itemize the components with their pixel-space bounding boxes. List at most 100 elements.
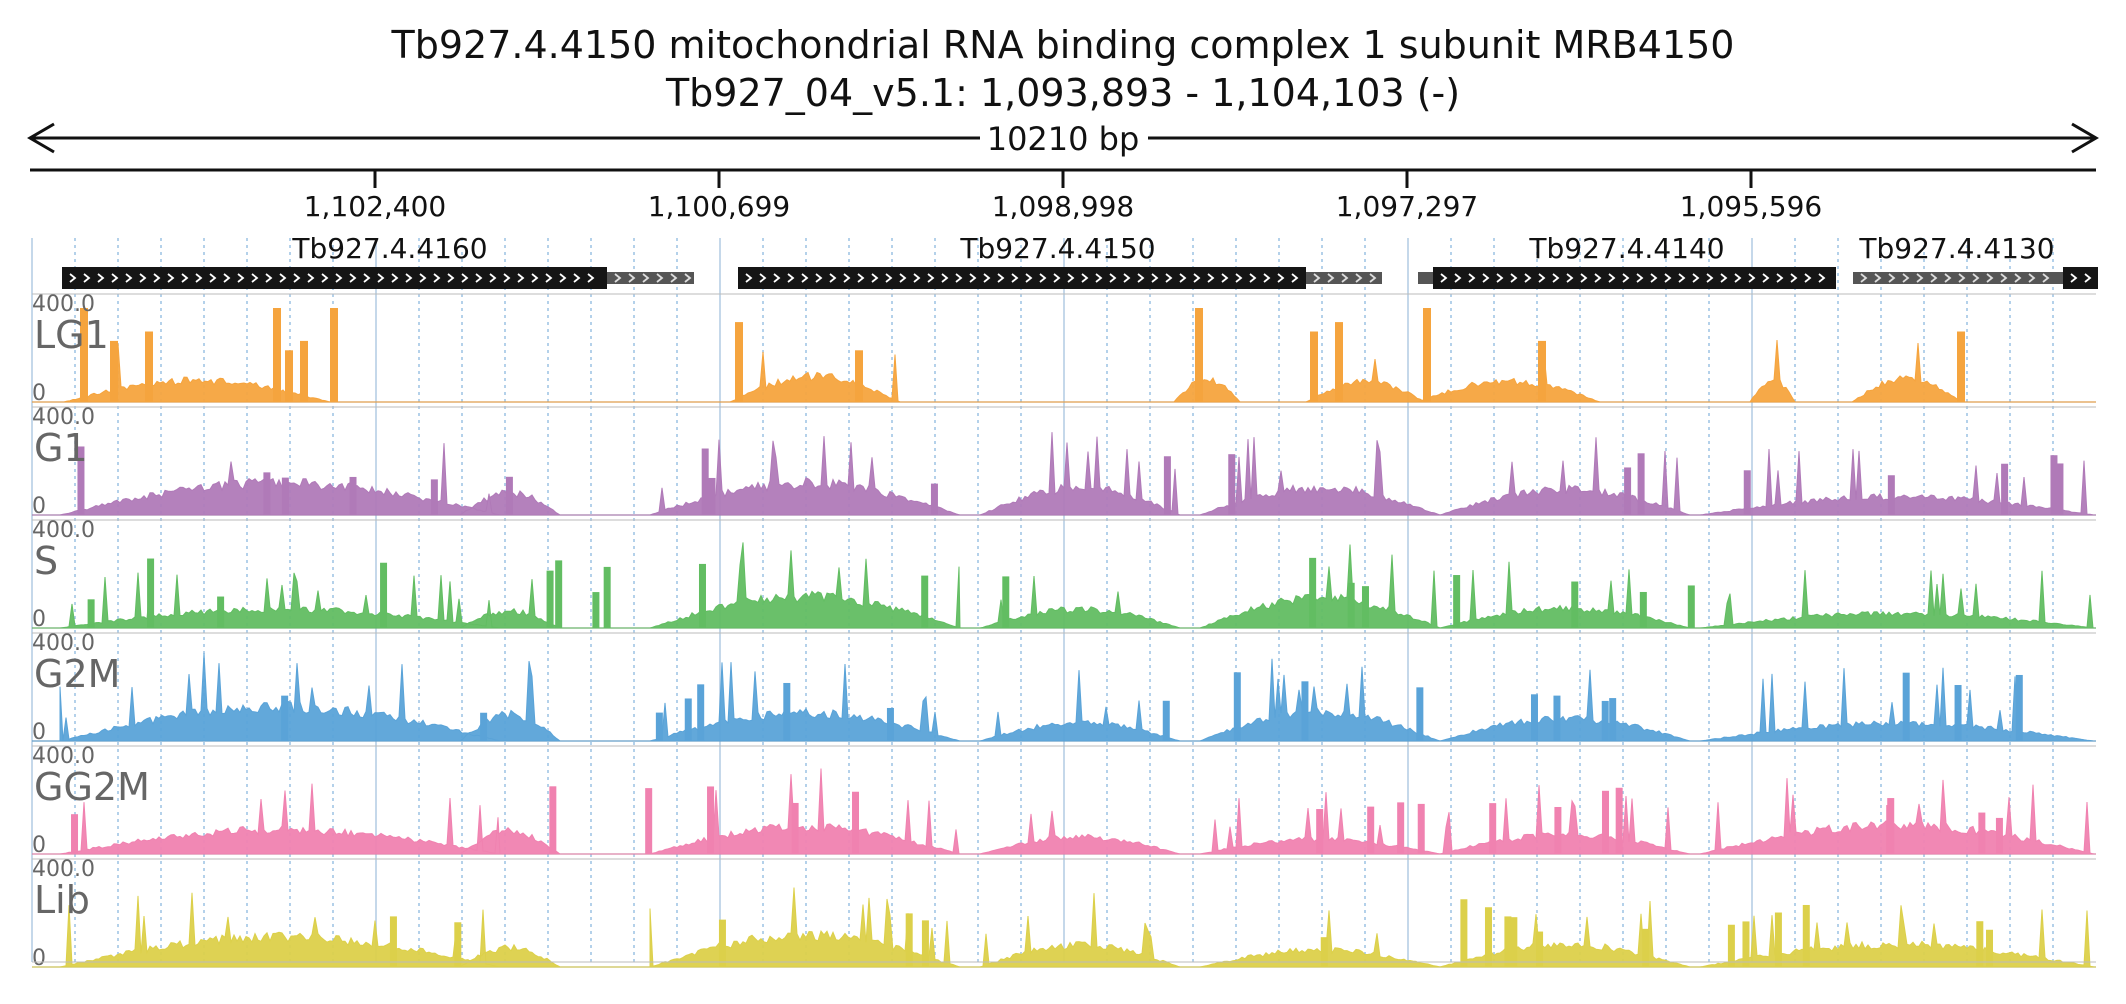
coverage-spike	[1423, 308, 1431, 402]
track-max-label: 400.0	[32, 744, 95, 769]
coverage-spike	[1954, 685, 1962, 741]
coverage-spike	[145, 331, 153, 402]
coverage-spike	[1553, 695, 1561, 741]
coverage-spike	[684, 698, 692, 741]
track-s: 400.0S 0	[32, 518, 2096, 632]
coverage-spike	[1347, 582, 1355, 628]
coverage-spike	[281, 695, 289, 741]
track-name: G1	[34, 426, 88, 470]
track-min-label: 0	[32, 946, 46, 971]
coverage-spike	[1510, 917, 1518, 967]
ruler-tick-label: 1,100,699	[648, 190, 791, 223]
coverage-spike	[1301, 681, 1309, 741]
coverage-spike	[1460, 899, 1468, 967]
gene-label: Tb927.4.4140	[1528, 232, 1724, 265]
track-name: S	[34, 539, 58, 583]
coverage-spike	[1484, 907, 1492, 967]
gene-model[interactable]: Tb927.4.4140	[1418, 232, 1836, 289]
ruler-tick-label: 1,098,998	[992, 190, 1135, 223]
span-arrow: 10210 bp	[27, 120, 2099, 158]
coverage-spike	[1995, 817, 2003, 854]
track-max-label: 400.0	[32, 405, 95, 430]
coverage-spike	[1637, 453, 1645, 515]
coverage-spike	[505, 476, 513, 515]
coverage-spike	[71, 814, 79, 854]
coverage-spike	[1195, 308, 1203, 402]
coverage-area	[32, 432, 2096, 516]
track-max-label: 400.0	[32, 857, 95, 882]
coverage-spike	[1727, 924, 1735, 967]
gene-label: Tb927.4.4130	[1858, 232, 2054, 265]
coverage-tracks: 400.0LG10400.0G10400.0S0400.0G2M0400.0GG…	[32, 292, 2096, 971]
coverage-spike	[2056, 463, 2064, 515]
coverage-spike	[707, 786, 715, 854]
coverage-spike	[1416, 687, 1424, 741]
gene-model[interactable]: Tb927.4.4150	[738, 232, 1382, 289]
track-name: Lib	[34, 878, 90, 922]
coverage-spike	[555, 560, 563, 628]
track-min-label: 0	[32, 720, 46, 745]
coverage-spike	[80, 308, 88, 402]
coverage-spike	[1802, 904, 1810, 967]
gene-model[interactable]: Tb927.4.4130	[1853, 232, 2098, 289]
coverage-spike	[701, 448, 709, 515]
coverage-spike	[1571, 581, 1579, 628]
coverage-spike	[1367, 806, 1375, 854]
track-name: G2M	[34, 652, 120, 696]
coverage-spike	[1228, 454, 1236, 515]
coverage-spike	[1986, 929, 1994, 967]
coverage-spike	[330, 308, 338, 402]
coverage-spike	[349, 476, 357, 515]
coverage-spike	[281, 477, 289, 515]
track-max-label: 400.0	[32, 518, 95, 543]
coverage-spike	[110, 340, 118, 402]
coverage-spike	[1639, 591, 1647, 628]
ruler-tick-label: 1,102,400	[304, 190, 447, 223]
coverage-spike	[921, 920, 929, 967]
track-name: LG1	[34, 313, 109, 357]
gene-title: Tb927.4.4150 mitochondrial RNA binding c…	[391, 23, 1735, 67]
coverage-spike	[1489, 803, 1497, 854]
coverage-spike	[1453, 575, 1461, 628]
coverage-spike	[380, 562, 388, 628]
coverage-spike	[886, 707, 894, 741]
coverage-spike	[1742, 921, 1750, 967]
coverage-spike	[273, 308, 281, 402]
coverage-spike	[263, 472, 271, 515]
coverage-spike	[855, 350, 863, 402]
coverage-spike	[1774, 912, 1782, 967]
coverage-spike	[87, 599, 95, 628]
coverage-spike	[603, 566, 611, 628]
coverage-spike	[708, 477, 716, 515]
coverage-spike	[791, 802, 799, 854]
coverage-area	[32, 339, 2096, 403]
coverage-spike	[1417, 803, 1425, 854]
ruler: 1,102,400 1,100,699 1,098,998 1,097,297 1,09…	[30, 168, 2096, 223]
coverage-spike	[1886, 805, 1894, 854]
coverage-spike	[698, 563, 706, 628]
coverage-spike	[645, 788, 653, 854]
coverage-spike	[1615, 787, 1623, 854]
coverage-spike	[1233, 672, 1241, 741]
track-min-label: 0	[32, 607, 46, 632]
coverage-spike	[389, 916, 397, 967]
coverage-spike	[1957, 331, 1965, 402]
coverage-spike	[1601, 700, 1609, 741]
coverage-spike	[1538, 340, 1546, 402]
coverage-spike	[1624, 467, 1632, 515]
track-name: GG2M	[34, 765, 150, 809]
coverage-spike	[1887, 475, 1895, 515]
coverage-spike	[1361, 586, 1369, 628]
coverage-spike	[905, 913, 913, 967]
coverage-spike	[1504, 916, 1512, 967]
gene-model[interactable]: Tb927.4.4160	[62, 232, 694, 289]
coverage-spike	[655, 712, 663, 741]
track-max-label: 400.0	[32, 292, 95, 317]
coverage-area	[32, 887, 2096, 968]
gene-track: Tb927.4.4160 Tb927.4.4150 Tb927.4.4140 Tb92…	[62, 232, 2098, 289]
